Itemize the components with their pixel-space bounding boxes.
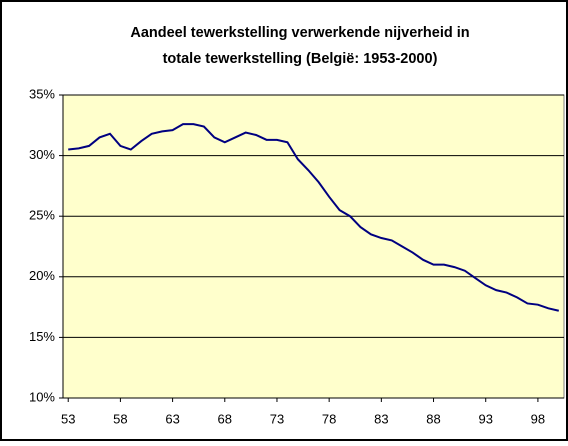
y-tick-label: 35% bbox=[29, 86, 55, 101]
y-tick-label: 30% bbox=[29, 147, 55, 162]
y-tick-label: 25% bbox=[29, 208, 55, 223]
chart-title: Aandeel tewerkstelling verwerkende nijve… bbox=[130, 25, 469, 41]
line-series bbox=[68, 123, 560, 312]
plot-area bbox=[62, 94, 565, 399]
x-tick-label: 83 bbox=[374, 411, 388, 426]
y-tick-label: 10% bbox=[29, 389, 55, 404]
y-tick-label: 15% bbox=[29, 329, 55, 344]
chart-title: totale tewerkstelling (België: 1953-2000… bbox=[163, 51, 438, 67]
x-tick-label: 63 bbox=[165, 411, 179, 426]
x-tick-label: 93 bbox=[478, 411, 492, 426]
x-tick-label: 98 bbox=[531, 411, 545, 426]
x-tick-label: 88 bbox=[426, 411, 440, 426]
x-tick-label: 73 bbox=[270, 411, 284, 426]
x-tick-label: 53 bbox=[61, 411, 75, 426]
x-tick-label: 68 bbox=[218, 411, 232, 426]
y-tick-label: 20% bbox=[29, 268, 55, 283]
x-tick-label: 78 bbox=[322, 411, 336, 426]
x-tick-label: 58 bbox=[113, 411, 127, 426]
